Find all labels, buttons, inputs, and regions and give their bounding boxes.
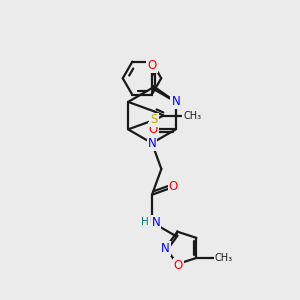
Text: O: O xyxy=(147,59,157,72)
Text: O: O xyxy=(148,123,158,136)
Text: O: O xyxy=(169,180,178,193)
Text: CH₃: CH₃ xyxy=(214,253,232,263)
Text: H: H xyxy=(141,217,149,227)
Text: O: O xyxy=(174,259,183,272)
Text: N: N xyxy=(152,216,160,229)
Text: N: N xyxy=(171,95,180,108)
Text: N: N xyxy=(148,136,156,150)
Text: S: S xyxy=(150,113,158,127)
Text: CH₃: CH₃ xyxy=(183,111,201,121)
Text: N: N xyxy=(161,242,170,255)
